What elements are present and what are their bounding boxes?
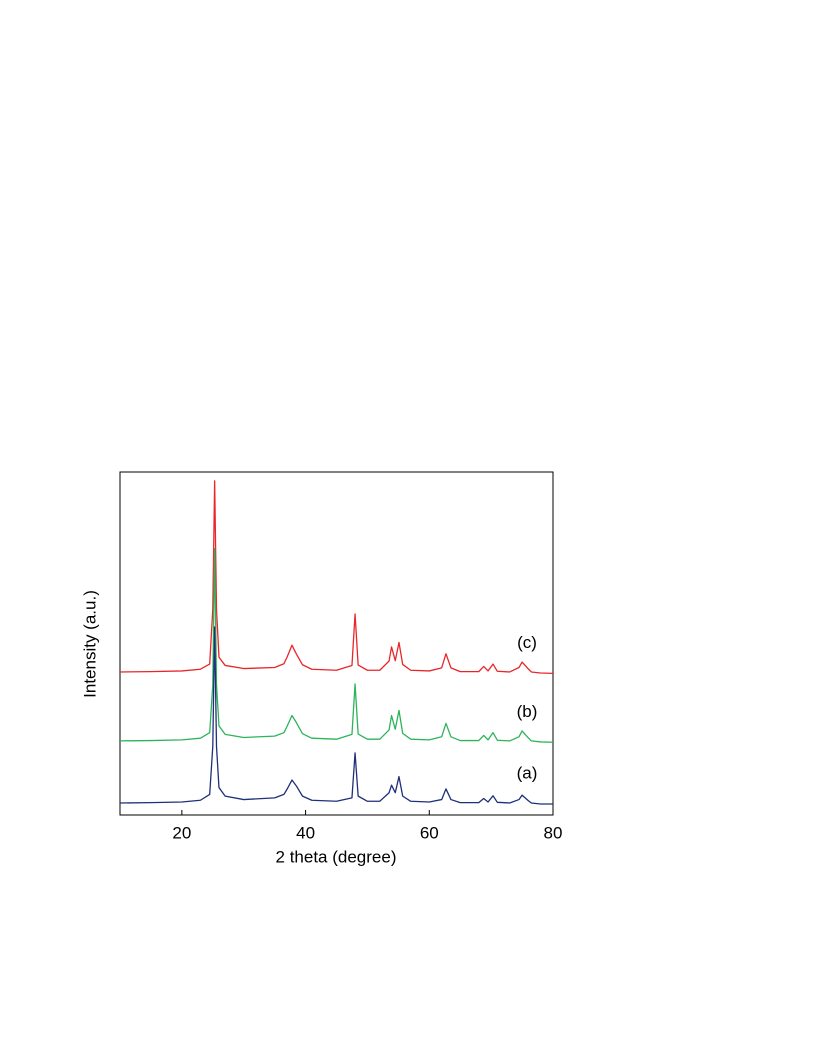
x-axis-label: 2 theta (degree) <box>276 847 397 866</box>
series-label: (b) <box>517 702 538 721</box>
x-tick-label: 60 <box>420 823 439 842</box>
series-label: (c) <box>517 633 537 652</box>
series-line <box>119 626 553 805</box>
series-line <box>119 480 554 674</box>
series-label: (a) <box>517 764 538 783</box>
x-tick-label: 80 <box>544 823 563 842</box>
series-line <box>119 548 554 743</box>
x-tick-label: 40 <box>296 823 315 842</box>
y-axis-label: Intensity (a.u.) <box>80 590 99 698</box>
plot-frame <box>119 471 554 816</box>
x-tick-label: 20 <box>172 823 191 842</box>
